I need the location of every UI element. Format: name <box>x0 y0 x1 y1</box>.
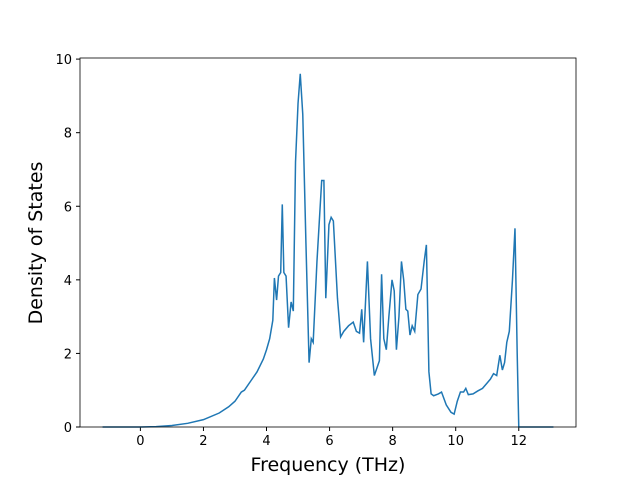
x-tick-label: 10 <box>447 434 464 449</box>
y-tick-label: 6 <box>64 200 72 215</box>
y-tick-label: 2 <box>64 347 72 362</box>
x-tick-label: 2 <box>199 434 207 449</box>
line-series <box>102 73 554 428</box>
plot-frame <box>79 57 577 428</box>
y-tick-label: 10 <box>55 53 72 68</box>
x-tick-label: 6 <box>325 434 333 449</box>
x-tick-label: 0 <box>136 434 144 449</box>
x-tick-label: 12 <box>510 434 527 449</box>
y-tick-label: 8 <box>64 127 72 142</box>
y-tick-label: 0 <box>64 421 72 436</box>
x-tick-label: 4 <box>262 434 270 449</box>
x-axis-label: Frequency (THz) <box>251 454 406 476</box>
x-tick-label: 8 <box>389 434 397 449</box>
y-axis-label: Density of States <box>25 162 47 325</box>
y-tick-label: 4 <box>64 274 72 289</box>
